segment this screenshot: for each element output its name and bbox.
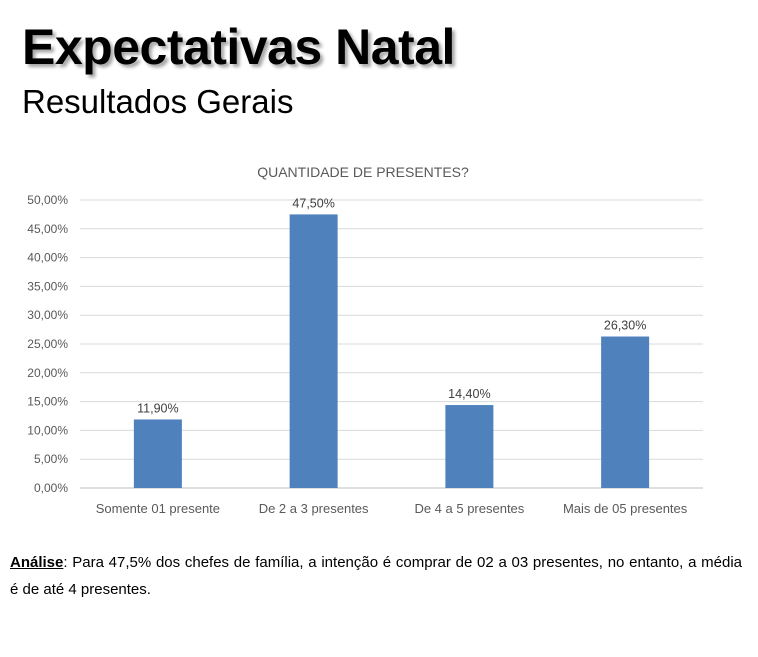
x-tick-label: Somente 01 presente [96,501,220,516]
y-tick-label: 10,00% [27,423,68,437]
analysis-label: Análise [10,554,64,571]
bar-data-label: 47,50% [292,196,334,210]
bar [601,336,650,488]
bar-data-label: 26,30% [604,319,646,333]
y-tick-label: 25,00% [27,337,68,351]
chart-bars [133,214,650,488]
y-tick-label: 20,00% [27,366,68,380]
x-tick-label: Mais de 05 presentes [563,501,688,516]
chart-title: QUANTIDADE DE PRESENTES? [257,164,469,180]
y-tick-label: 45,00% [27,222,68,236]
bar-data-label: 14,40% [448,387,490,401]
x-tick-label: De 2 a 3 presentes [259,501,369,516]
bar-chart: QUANTIDADE DE PRESENTES? 0,00% 5,00% 10,00… [27,164,703,516]
bar [133,419,182,488]
y-axis: 0,00% 5,00% 10,00% 15,00% 20,00% 25,00% 30,00%… [27,193,68,495]
analysis-text: : Para 47,5% dos chefes de família, a in… [10,554,742,598]
y-tick-label: 35,00% [27,279,68,293]
page-title: Expectativas Natal [22,19,455,75]
y-tick-label: 40,00% [27,251,68,265]
bar-data-label: 11,90% [137,401,178,415]
chart-gridlines [80,199,703,489]
y-tick-label: 30,00% [27,308,68,322]
page-subtitle: Resultados Gerais [22,83,294,120]
y-tick-label: 5,00% [34,452,68,466]
bar-data-labels: 11,90% 47,50% 14,40% 26,30% [137,196,646,415]
y-tick-label: 0,00% [34,481,68,495]
x-tick-label: De 4 a 5 presentes [414,501,524,516]
y-tick-label: 15,00% [27,395,68,409]
bar [289,214,338,488]
analysis-paragraph: Análise: Para 47,5% dos chefes de famíli… [10,549,742,603]
bar [445,405,494,488]
x-axis: Somente 01 presente De 2 a 3 presentes De … [96,501,688,516]
y-tick-label: 50,00% [27,193,68,207]
